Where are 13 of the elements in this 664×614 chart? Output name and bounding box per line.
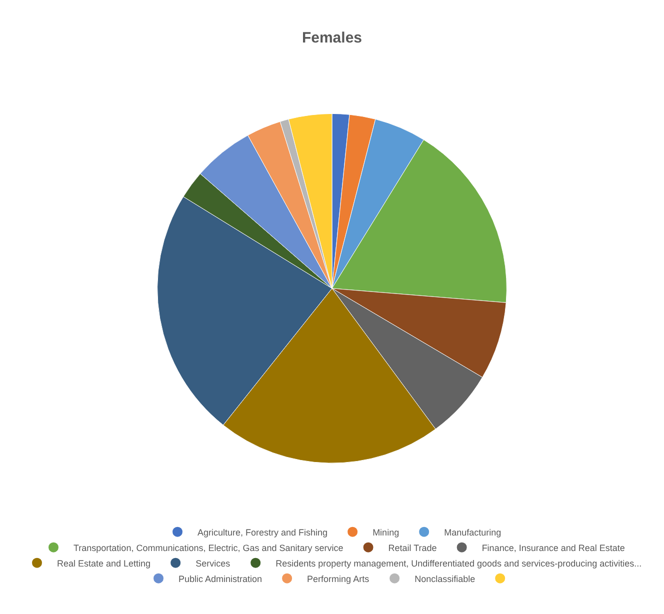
legend-label: Retail Trade: [388, 542, 437, 553]
legend-label: Finance, Insurance and Real Estate: [482, 542, 625, 553]
chart-title: Females: [302, 29, 362, 46]
legend-label: Manufacturing: [444, 527, 502, 538]
legend-label: Mining: [372, 527, 400, 538]
legend-label: Real Estate and Letting: [57, 558, 151, 568]
legend-label: Agriculture, Forestry and Fishing: [198, 527, 328, 538]
legend-label: Residents property management, Undifferentiated goods and services-producing activities...: [276, 558, 642, 568]
legend-label: Performing Arts: [307, 574, 370, 584]
legend-label: Nonclassifiable: [414, 574, 476, 584]
legend-label: Services: [196, 558, 231, 568]
legend-label: Public Administration: [178, 574, 262, 584]
legend-label: Transportation, Communications, Electric, Gas and Sanitary service: [74, 542, 344, 553]
